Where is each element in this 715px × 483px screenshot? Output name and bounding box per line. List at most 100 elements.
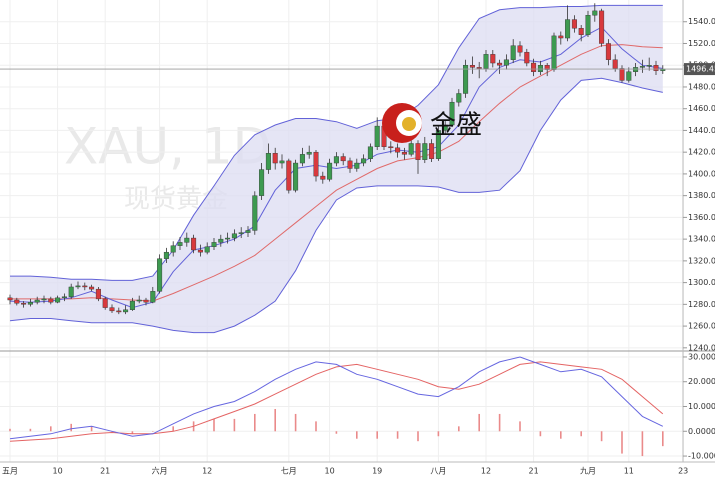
candle-body	[109, 307, 115, 312]
x-tick-label: 九月	[580, 467, 596, 476]
candle-body	[435, 130, 441, 159]
x-tick-label: 23	[678, 467, 688, 476]
candle-body	[320, 175, 326, 180]
candle-body	[415, 143, 421, 160]
logo-text: 金盛	[430, 111, 482, 141]
candle-body	[313, 151, 319, 177]
candle-body	[89, 286, 95, 290]
candle-body	[157, 258, 163, 292]
candle-body	[456, 93, 462, 103]
x-tick-label: 10	[53, 467, 63, 476]
candle-body	[626, 71, 632, 81]
candle-body	[102, 298, 108, 308]
macd-hist-bar	[539, 431, 542, 437]
y-tick-label: 1400.00	[688, 169, 715, 178]
macd-hist-bar	[478, 413, 480, 432]
macd-hist-bar	[560, 431, 562, 439]
macd-hist-bar	[9, 428, 11, 432]
y-tick-label: 1460.00	[688, 104, 715, 113]
candle-body	[524, 51, 530, 64]
candle-body	[177, 242, 183, 246]
macd-hist-bar	[458, 426, 460, 432]
candle-body	[286, 160, 292, 191]
candle-body	[272, 153, 278, 164]
macd-hist-bar	[29, 428, 32, 432]
candle-body	[347, 160, 353, 169]
macd-dif-line	[9, 356, 664, 440]
candle-body	[136, 299, 142, 302]
candle-body	[82, 285, 88, 288]
y-tick-label: 0.0000	[688, 427, 715, 436]
macd-hist-bar	[70, 423, 72, 432]
candle-body	[388, 146, 394, 149]
x-tick-label: 11	[624, 467, 634, 476]
logo: 金盛	[382, 103, 482, 143]
candle-body	[408, 143, 414, 155]
candle-body	[517, 45, 523, 53]
y-tick-label: 1320.00	[688, 256, 715, 265]
y-tick-label: 1240.00	[688, 343, 715, 352]
x-tick-label: 21	[100, 467, 110, 476]
candle-body	[265, 153, 271, 170]
candle-body	[61, 296, 67, 299]
candle-body	[463, 65, 469, 94]
macd-hist-bar	[621, 431, 623, 454]
x-tick-label: 12	[202, 467, 212, 476]
candle-body	[231, 233, 237, 239]
band-upper	[10, 4, 663, 281]
macd-hist-bar	[519, 421, 521, 432]
y-tick-label: 1420.00	[688, 148, 715, 157]
y-tick-label: 1380.00	[688, 191, 715, 200]
candle-body	[558, 35, 564, 39]
candle-body	[503, 59, 509, 66]
candle-body	[476, 67, 482, 69]
macd-hist-bar	[396, 431, 399, 439]
candle-body	[565, 19, 571, 39]
macd-hist-bar	[172, 426, 174, 432]
candle-body	[544, 65, 550, 70]
candle-body	[143, 299, 149, 303]
macd-hist-bar	[580, 431, 582, 437]
candle-body	[327, 162, 333, 180]
candle-body	[184, 237, 190, 243]
macd-hist-bar	[50, 426, 52, 432]
candle-body	[333, 156, 339, 164]
macd-hist-bar	[335, 431, 338, 434]
y-tick-label: 1280.00	[688, 300, 715, 309]
x-tick-label: 19	[372, 467, 382, 476]
candle-body	[395, 147, 401, 153]
candle-body	[191, 237, 197, 251]
candle-body	[95, 288, 101, 300]
candle-body	[150, 291, 156, 303]
candle-body	[27, 301, 33, 305]
candle-body	[116, 310, 122, 313]
candle-body	[537, 65, 543, 72]
macd-hist-bar	[274, 408, 276, 432]
candle-body	[14, 299, 20, 304]
macd-hist-bar	[254, 413, 256, 432]
candle-body	[75, 285, 81, 288]
candle-body	[225, 237, 231, 240]
macd-hist-bar	[437, 431, 440, 437]
candle-body	[279, 160, 285, 164]
candle-body	[34, 299, 40, 303]
macd-hist-bar	[356, 431, 358, 439]
candle-body	[129, 300, 135, 310]
band-lower	[9, 77, 663, 334]
candle-body	[123, 309, 129, 313]
x-tick-label: 七月	[281, 467, 297, 476]
macd-hist-bar	[233, 418, 236, 432]
candle-body	[490, 54, 496, 64]
y-tick-label: 30.0000	[688, 352, 715, 361]
macd-hist-bar	[90, 426, 93, 432]
macd-hist-bar	[662, 431, 664, 447]
candle-body	[218, 238, 224, 243]
candle-body	[599, 10, 605, 44]
macd-hist-bar	[152, 431, 154, 432]
candle-body	[361, 158, 367, 164]
x-tick-label: 12	[481, 467, 491, 476]
candle-body	[204, 246, 210, 253]
candle-body	[197, 249, 203, 253]
